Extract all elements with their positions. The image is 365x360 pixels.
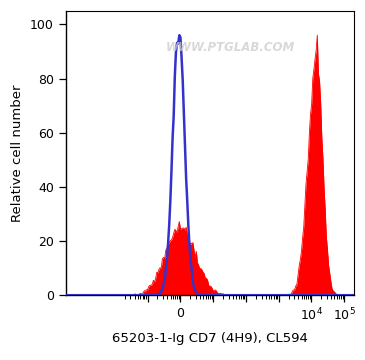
Text: WWW.PTGLAB.COM: WWW.PTGLAB.COM (165, 41, 295, 54)
Y-axis label: Relative cell number: Relative cell number (11, 84, 24, 222)
X-axis label: 65203-1-Ig CD7 (4H9), CL594: 65203-1-Ig CD7 (4H9), CL594 (112, 332, 308, 345)
